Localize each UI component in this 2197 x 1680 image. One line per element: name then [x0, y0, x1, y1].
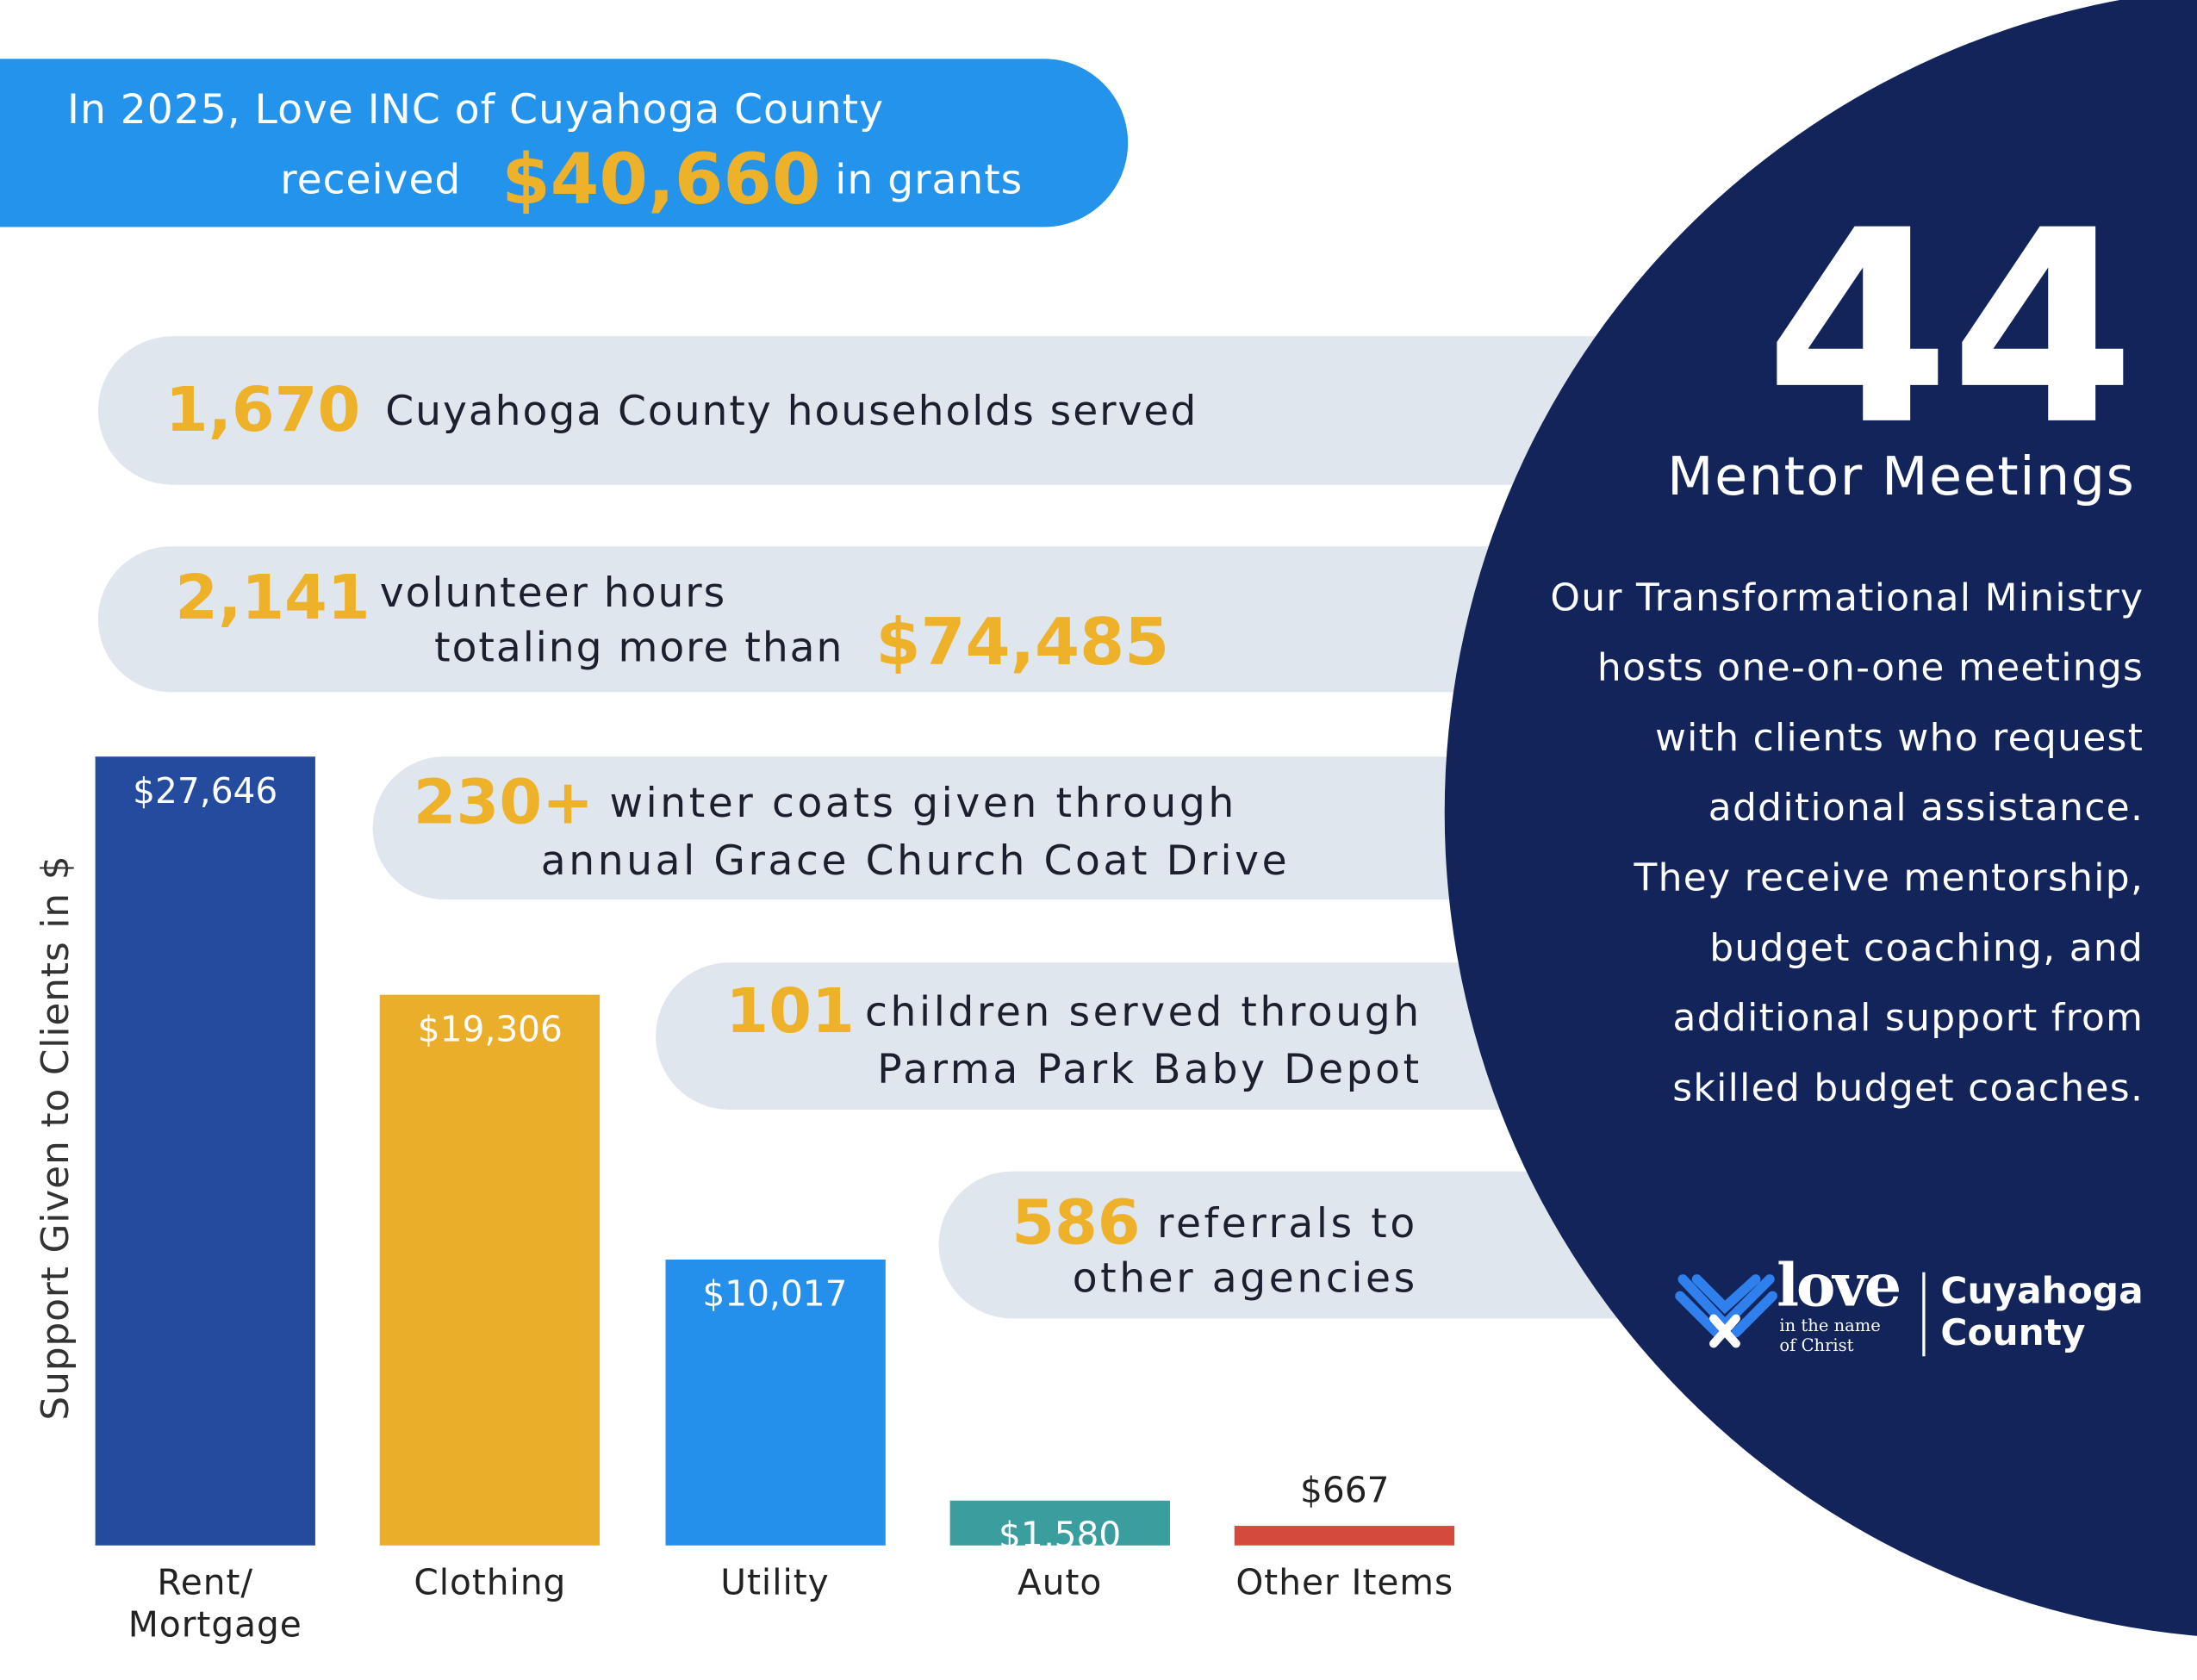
- stat-number: 2,141: [175, 562, 370, 634]
- x-tick-label: Utility: [720, 1562, 830, 1603]
- logo-tagline: in the name: [1779, 1316, 1881, 1335]
- mentor-line: skilled budget coaches.: [1672, 1067, 2144, 1111]
- stat-text: annual Grace Church Coat Drive: [540, 836, 1291, 885]
- grant-banner: [0, 59, 1129, 227]
- stat-number: 1,670: [165, 375, 361, 446]
- mentor-line: They receive mentorship,: [1634, 856, 2144, 900]
- logo-region: County: [1940, 1312, 2086, 1355]
- mentor-number: 44: [1764, 173, 2136, 484]
- stat-number: 230+: [413, 767, 594, 839]
- x-tick-label: Clothing: [414, 1562, 567, 1603]
- logo-tagline: of Christ: [1779, 1335, 1854, 1355]
- logo-icon: [1675, 1274, 1777, 1348]
- value-label: $667: [1300, 1470, 1390, 1511]
- stat-text: winter coats given through: [609, 779, 1237, 827]
- banner-text: in grants: [835, 155, 1024, 203]
- stat-text: totaling more than: [434, 623, 844, 671]
- bar: [95, 756, 315, 1546]
- stat-number: 586: [1011, 1187, 1141, 1260]
- stat-pill: [97, 336, 1780, 485]
- stat-text: Cuyahoga County households served: [385, 386, 1198, 435]
- mentor-line: hosts one-on-one meetings: [1596, 646, 2144, 690]
- mentor-line: Our Transformational Ministry: [1550, 576, 2144, 620]
- value-label: $10,017: [702, 1273, 848, 1315]
- banner-amount: $40,660: [501, 139, 821, 221]
- x-tick-label: Other Items: [1235, 1562, 1454, 1603]
- banner-text: received: [280, 155, 462, 203]
- logo-region: Cuyahoga: [1940, 1271, 2144, 1313]
- x-tick-label: Auto: [1017, 1562, 1103, 1603]
- stat-text: other agencies: [1072, 1254, 1418, 1302]
- stat-text: Parma Park Baby Depot: [877, 1045, 1422, 1093]
- logo-love: love: [1777, 1251, 1901, 1320]
- value-label: $19,306: [417, 1008, 563, 1049]
- bar: [664, 1260, 886, 1546]
- stat-highlight: $74,485: [875, 603, 1170, 680]
- stat-number: 101: [725, 975, 855, 1048]
- value-label: $1,580: [998, 1514, 1122, 1555]
- stat-text: volunteer hours: [379, 569, 727, 617]
- logo-divider: [1922, 1272, 1926, 1357]
- mentor-title: Mentor Meetings: [1667, 445, 2136, 507]
- bar: [1235, 1526, 1455, 1546]
- mentor-line: with clients who request: [1654, 716, 2144, 761]
- bar: [380, 994, 601, 1546]
- bar: [949, 1500, 1170, 1546]
- stat-text: referrals to: [1157, 1199, 1418, 1248]
- mentor-line: additional support from: [1672, 997, 2144, 1041]
- banner-line: In 2025, Love INC of Cuyahoga County: [67, 85, 884, 134]
- mentor-line: additional assistance.: [1708, 787, 2144, 831]
- stat-text: children served through: [865, 987, 1422, 1036]
- y-axis-label: Support Given to Clients in $: [34, 855, 78, 1421]
- mentor-line: budget coaching, and: [1709, 926, 2144, 971]
- x-tick-label: Rent/ Mortgage: [128, 1562, 302, 1646]
- value-label: $27,646: [133, 770, 278, 812]
